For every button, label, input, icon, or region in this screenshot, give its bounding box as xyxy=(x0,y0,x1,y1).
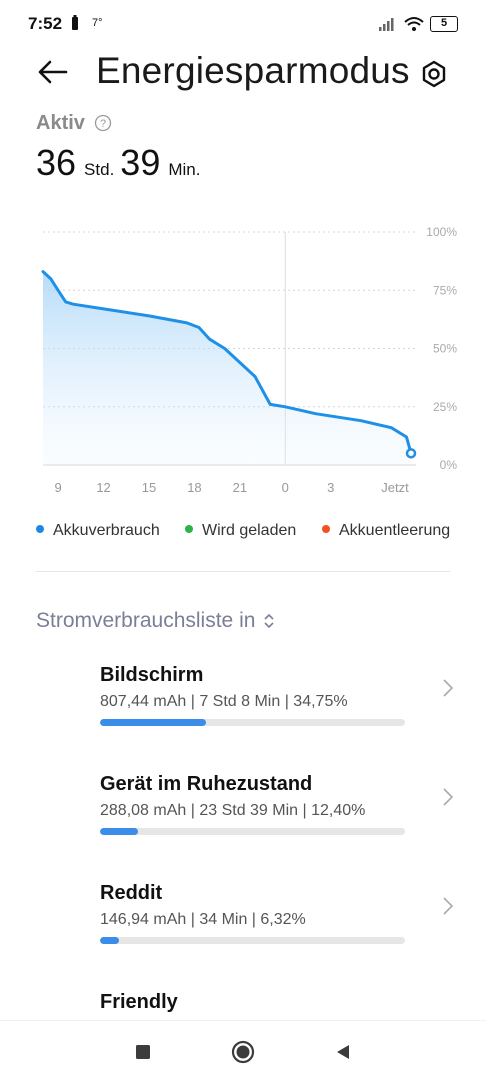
usage-item-detail: 146,94 mAh | 34 Min | 6,32% xyxy=(100,911,306,928)
usage-item-name: Gerät im Ruhezustand xyxy=(100,773,313,795)
usage-bar xyxy=(100,719,405,726)
usage-item-reddit[interactable]: Reddit 146,94 mAh | 34 Min | 6,32% xyxy=(100,882,454,944)
legend-item-charging: Wird geladen xyxy=(185,522,296,540)
settings-button[interactable] xyxy=(414,54,454,94)
current-level-point xyxy=(405,448,417,459)
legend-item-consumption: Akkuverbrauch xyxy=(36,522,160,540)
x-tick-label: 0 xyxy=(282,480,289,495)
legend-dot xyxy=(185,524,193,533)
back-arrow-icon xyxy=(38,60,68,84)
legend-item-drain: Akkuentleerung xyxy=(322,522,450,540)
svg-text:?: ? xyxy=(100,118,106,130)
duration-hours-unit: Std. xyxy=(84,160,115,179)
chevron-right-icon xyxy=(443,679,454,697)
active-label: Aktiv xyxy=(36,112,85,134)
recent-apps-icon[interactable] xyxy=(134,1043,152,1061)
battery-notification-icon xyxy=(72,15,78,30)
y-tick-label: 25% xyxy=(433,400,457,414)
usage-bar-fill xyxy=(100,937,120,944)
duration-minutes: 39 xyxy=(120,142,161,183)
chevron-right-icon xyxy=(443,788,454,806)
active-duration: 36 Std. 39 Min. xyxy=(36,142,206,184)
x-tick-label: Jetzt xyxy=(381,480,409,495)
battery-line xyxy=(41,270,413,455)
x-tick-label: 21 xyxy=(233,480,247,495)
back-nav-icon[interactable] xyxy=(334,1043,352,1061)
battery-level-indicator: 5 xyxy=(430,16,458,32)
status-time: 7:52 xyxy=(28,14,63,33)
x-tick-label: 12 xyxy=(96,480,110,495)
x-tick-label: 18 xyxy=(187,480,201,495)
back-button[interactable] xyxy=(30,52,74,92)
duration-minutes-unit: Min. xyxy=(168,160,201,179)
y-tick-label: 75% xyxy=(433,283,457,297)
divider xyxy=(36,571,450,572)
temperature-notification: 7° xyxy=(92,17,103,29)
y-tick-label: 100% xyxy=(426,225,457,239)
navigation-bar xyxy=(0,1020,486,1081)
legend-label: Akkuverbrauch xyxy=(53,522,160,539)
usage-list-sort-toggle[interactable]: Stromverbrauchsliste in xyxy=(36,609,275,633)
usage-item-ruhezustand[interactable]: Gerät im Ruhezustand 288,08 mAh | 23 Std… xyxy=(100,773,454,835)
usage-bar xyxy=(100,937,405,944)
page-title: Energiesparmodus xyxy=(96,50,410,91)
usage-item-name: Friendly xyxy=(100,991,178,1013)
legend-label: Akkuentleerung xyxy=(339,522,451,539)
x-tick-label: 9 xyxy=(55,480,62,495)
signal-icon xyxy=(379,18,394,31)
legend-label: Wird geladen xyxy=(202,522,297,539)
wifi-icon xyxy=(404,17,424,31)
usage-item-bildschirm[interactable]: Bildschirm 807,44 mAh | 7 Std 8 Min | 34… xyxy=(100,664,454,726)
usage-bar-fill xyxy=(100,719,206,726)
usage-item-name: Reddit xyxy=(100,882,163,904)
duration-hours: 36 xyxy=(36,142,77,183)
usage-item-friendly[interactable]: Friendly xyxy=(100,991,450,1014)
battery-chart[interactable]: 100% 75% 50% 25% 0% 9 12 15 18 21 0 3 Jetzt xyxy=(0,215,486,505)
y-tick-label: 0% xyxy=(440,458,458,472)
gear-icon xyxy=(422,60,446,88)
x-tick-label: 3 xyxy=(327,480,334,495)
legend-dot xyxy=(322,524,330,533)
legend-dot xyxy=(36,524,44,533)
usage-item-name: Bildschirm xyxy=(100,664,204,686)
x-tick-label: 15 xyxy=(142,480,156,495)
usage-item-detail: 807,44 mAh | 7 Std 8 Min | 34,75% xyxy=(100,693,348,710)
sort-chevrons-icon xyxy=(264,614,274,629)
usage-list-header: Stromverbrauchsliste in xyxy=(36,609,256,632)
usage-bar xyxy=(100,828,405,835)
usage-bar-fill xyxy=(100,828,138,835)
y-tick-label: 50% xyxy=(433,342,457,356)
battery-area xyxy=(43,271,411,465)
usage-item-detail: 288,08 mAh | 23 Std 39 Min | 12,40% xyxy=(100,802,366,819)
chevron-right-icon xyxy=(443,897,454,915)
help-icon[interactable]: ? xyxy=(94,114,112,132)
home-icon[interactable] xyxy=(231,1040,255,1064)
